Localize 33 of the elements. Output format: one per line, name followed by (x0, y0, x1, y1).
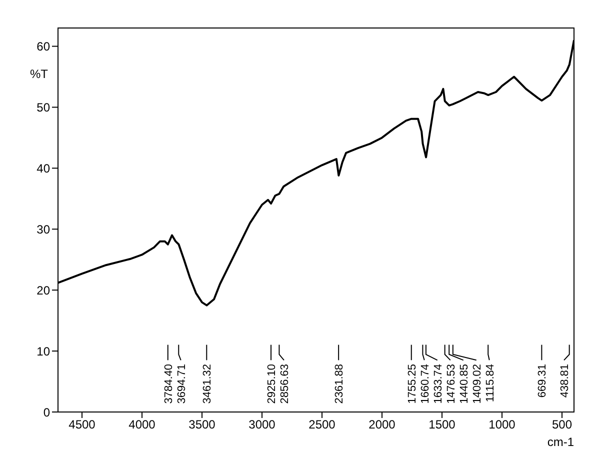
annotation: 3784.40 (162, 364, 175, 404)
x-tick-label: 2500 (308, 418, 336, 432)
annotation: 3461.32 (202, 364, 214, 404)
annotation: 1409.02 (471, 364, 484, 404)
x-tick-label: 2000 (368, 418, 396, 432)
y-tick-label: 0 (43, 405, 50, 420)
x-tick-label: 4000 (128, 418, 156, 432)
y-tick-label: 40 (36, 161, 50, 176)
annotation: 1115.84 (484, 364, 496, 402)
annotation: 2856.63 (278, 364, 291, 404)
annotation: 438.81 (559, 364, 571, 398)
annotation: 3694.71 (176, 364, 188, 404)
x-tick-label: 500 (552, 418, 572, 432)
annotation: 1440.85 (458, 364, 470, 404)
x-tick-label: 1500 (428, 418, 456, 432)
x-tick-label: 4500 (68, 418, 96, 432)
y-tick-label: 30 (36, 222, 50, 236)
annotation: 1755.25 (406, 364, 418, 404)
x-tick-label: 1000 (488, 418, 516, 432)
x-axis-title: cm-1 (547, 435, 574, 449)
y-tick-label: 10 (36, 344, 50, 358)
y-tick-label: 50 (36, 100, 50, 114)
y-tick-label: 60 (36, 40, 50, 54)
annotation: 2925.10 (266, 364, 278, 404)
x-tick-label: 3500 (188, 418, 216, 432)
annotation: 669.31 (536, 364, 549, 398)
y-tick-label: 20 (36, 283, 50, 298)
annotation: 2361.88 (334, 364, 346, 404)
annotation: 1660.74 (419, 364, 432, 404)
y-axis-title: %T (30, 66, 49, 81)
annotation: 1476.53 (445, 364, 458, 404)
annotation: 1633.74 (432, 364, 444, 404)
x-tick-label: 3000 (248, 418, 276, 432)
